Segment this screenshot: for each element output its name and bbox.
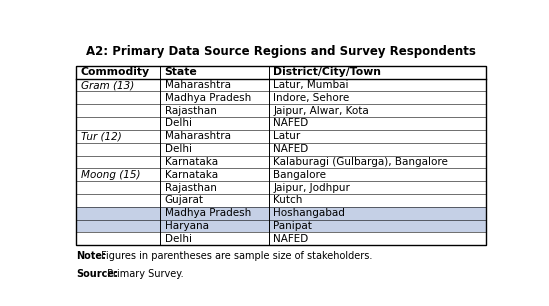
Bar [76,207,486,220]
Text: Karnataka: Karnataka [165,170,218,180]
Bar [76,233,486,245]
Bar [76,104,486,117]
Bar [76,79,486,91]
Text: Delhi: Delhi [165,234,192,244]
Text: Madhya Pradesh: Madhya Pradesh [165,208,251,218]
Text: A2: Primary Data Source Regions and Survey Respondents: A2: Primary Data Source Regions and Surv… [86,45,477,58]
Text: Tur (12): Tur (12) [81,131,121,141]
Text: Kalaburagi (Gulbarga), Bangalore: Kalaburagi (Gulbarga), Bangalore [273,157,448,167]
Text: Hoshangabad: Hoshangabad [273,208,345,218]
Text: Haryana: Haryana [165,221,209,231]
Text: NAFED: NAFED [273,234,309,244]
Text: Jaipur, Alwar, Kota: Jaipur, Alwar, Kota [273,106,369,116]
Text: Panipat: Panipat [273,221,312,231]
Bar [76,66,486,245]
Bar [76,155,486,168]
Text: State: State [165,67,198,77]
Text: Commodity: Commodity [81,67,150,77]
Text: Note:: Note: [76,251,107,261]
Bar [76,117,486,130]
Bar [76,143,486,155]
Text: Gujarat: Gujarat [165,195,204,205]
Text: Rajasthan: Rajasthan [165,106,216,116]
Text: Source:: Source: [76,269,118,279]
Text: Indore, Sehore: Indore, Sehore [273,93,350,103]
Text: Delhi: Delhi [165,144,192,154]
Bar [76,194,486,207]
Bar [76,130,486,143]
Bar [76,91,486,104]
Text: Madhya Pradesh: Madhya Pradesh [165,93,251,103]
Text: NAFED: NAFED [273,118,309,129]
Bar [76,66,486,79]
Bar [76,220,486,233]
Text: Maharashtra: Maharashtra [165,80,231,90]
Text: Jaipur, Jodhpur: Jaipur, Jodhpur [273,183,350,192]
Text: Bangalore: Bangalore [273,170,326,180]
Text: Latur: Latur [273,131,300,141]
Text: NAFED: NAFED [273,144,309,154]
Text: Rajasthan: Rajasthan [165,183,216,192]
Text: Moong (15): Moong (15) [81,170,140,180]
Text: Primary Survey.: Primary Survey. [104,269,183,279]
Text: Maharashtra: Maharashtra [165,131,231,141]
Text: Figures in parentheses are sample size of stakeholders.: Figures in parentheses are sample size o… [98,251,373,261]
Bar [76,181,486,194]
Text: Kutch: Kutch [273,195,302,205]
Text: District/City/Town: District/City/Town [273,67,382,77]
Bar [76,168,486,181]
Text: Latur, Mumbai: Latur, Mumbai [273,80,349,90]
Text: Delhi: Delhi [165,118,192,129]
Text: Gram (13): Gram (13) [81,80,134,90]
Text: Karnataka: Karnataka [165,157,218,167]
